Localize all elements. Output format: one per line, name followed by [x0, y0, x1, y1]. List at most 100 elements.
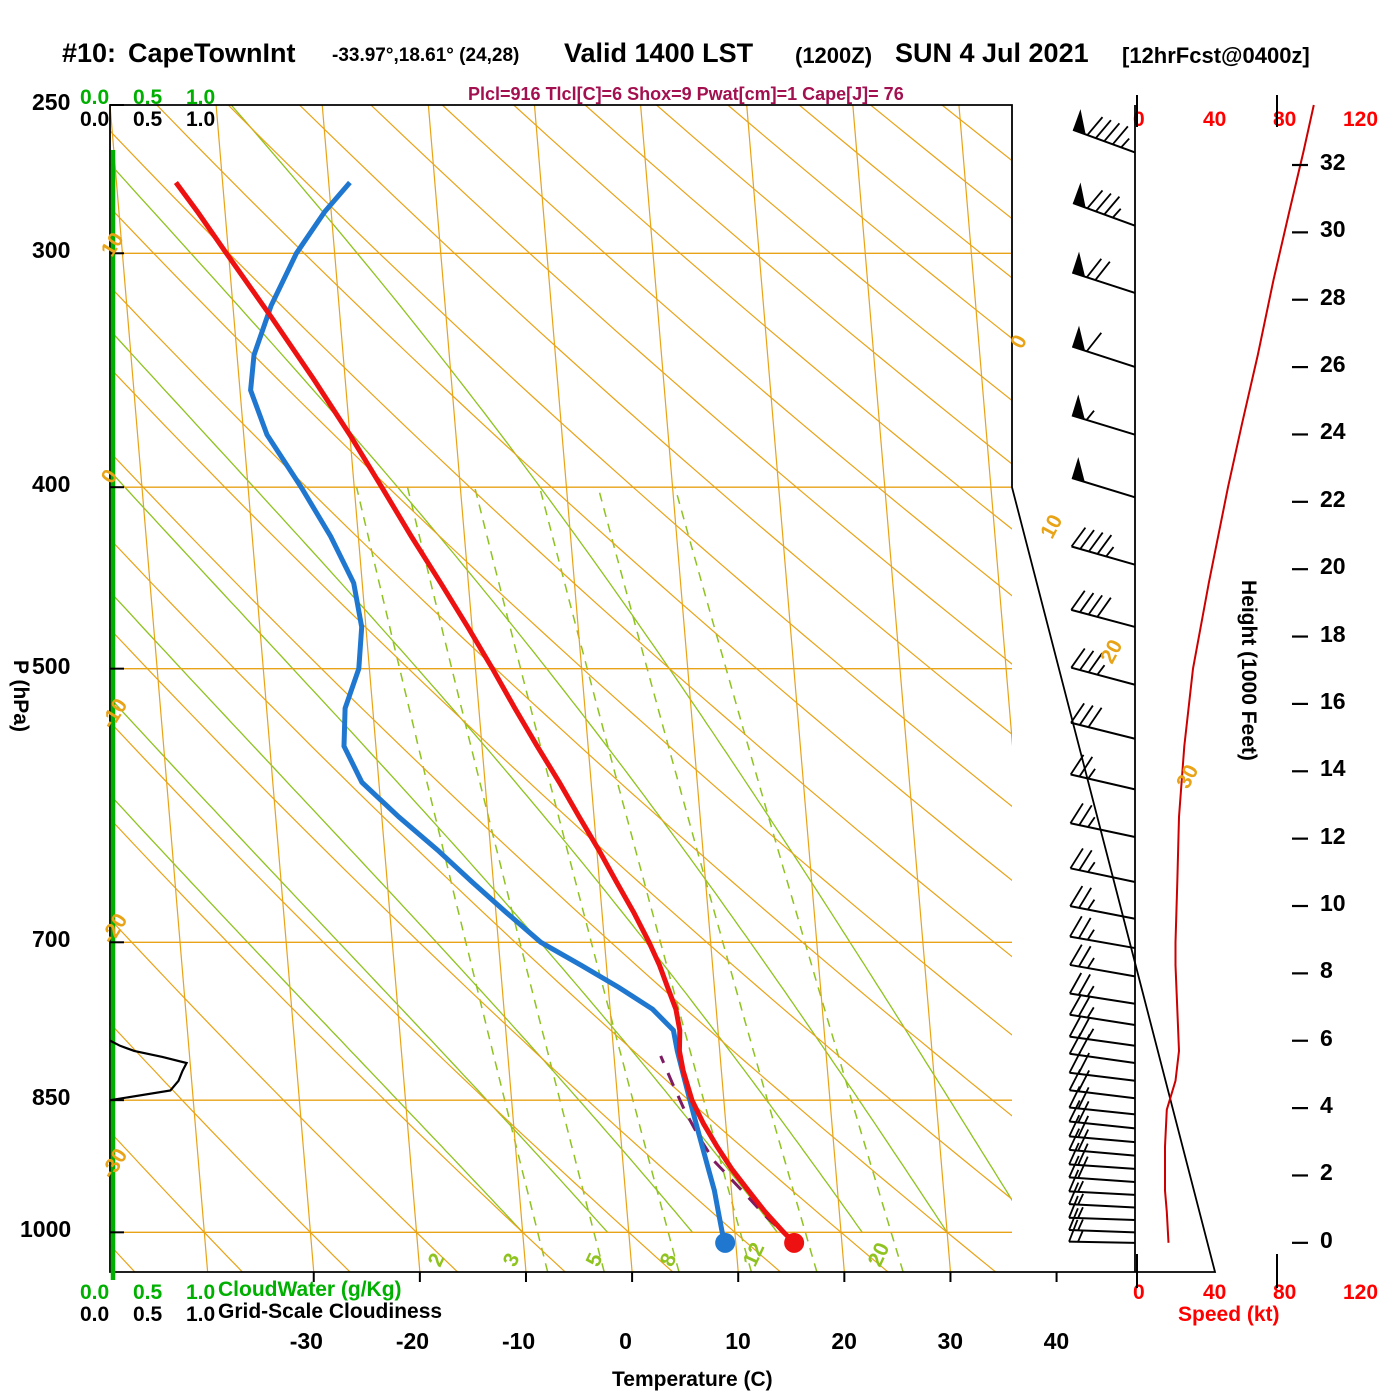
barb-half [1077, 1193, 1084, 1205]
isotherm-60 [1171, 105, 1269, 1272]
mixing-ratio-20 [674, 486, 904, 1272]
barb-full [1068, 1155, 1080, 1178]
barb-pennant [1072, 109, 1086, 135]
barb-shaft [1071, 345, 1136, 368]
barb-half [1086, 985, 1095, 997]
cloudwater-bot-tick-1: 0.5 [133, 1281, 163, 1304]
temperature-tick-label--20: -20 [395, 1328, 430, 1354]
barb-shaft [1070, 867, 1136, 883]
speed-bot-tick-2: 80 [1273, 1281, 1297, 1304]
wind-barb [1071, 251, 1136, 294]
isotherm-50 [1065, 105, 1163, 1272]
isotherm-0 [533, 105, 633, 1272]
height-tick-label-30: 30 [1320, 216, 1346, 243]
wind-barb [1068, 1032, 1136, 1064]
barb-shaft [1069, 1216, 1136, 1222]
barb-full [1078, 756, 1094, 778]
barb-full [1086, 332, 1102, 352]
temperature-tick-label-20: 20 [831, 1328, 857, 1354]
saturated-adiabat--10 [110, 793, 524, 1233]
height-tick-label-2: 2 [1320, 1159, 1333, 1186]
barb-full [1103, 122, 1121, 142]
mixing-ratio-group [355, 486, 904, 1272]
speed-top-tick-3: 120 [1343, 108, 1379, 131]
isotherm-label-2: 20 [1096, 636, 1127, 667]
saturated-adiabat-22 [110, 329, 863, 1233]
dry-adiabat-10 [110, 628, 781, 1272]
barb-shaft [1069, 1203, 1136, 1209]
wind-barb [1068, 1128, 1136, 1157]
height-tick-label-14: 14 [1320, 755, 1346, 782]
cloudiness-top-tick-0: 0.0 [80, 108, 110, 131]
mixing-ratio-2 [355, 487, 549, 1272]
cloudiness-top-tick-1: 0.5 [133, 108, 163, 131]
height-tick-label-0: 0 [1320, 1226, 1333, 1253]
isotherm--20 [321, 105, 421, 1272]
windspeed-profile-curve [1164, 104, 1315, 1243]
barb-half [1077, 1230, 1084, 1243]
temperature-tick-label-40: 40 [1043, 1328, 1070, 1354]
dry-adiabat--40 [110, 1130, 243, 1272]
dry-adiabat-150 [656, 105, 1012, 402]
barb-full [1087, 652, 1103, 673]
barb-pennant [1071, 456, 1085, 482]
barb-shaft [1069, 1176, 1136, 1184]
isotherm-20 [746, 105, 845, 1272]
dry-adiabat-170 [798, 105, 1012, 279]
wind-barb [1071, 394, 1136, 436]
barb-full [1078, 849, 1093, 871]
barb-full [1078, 804, 1093, 826]
barb-pennant [1072, 251, 1086, 277]
barb-full [1069, 847, 1084, 869]
barb-half [1085, 410, 1095, 421]
barb-full [1069, 885, 1084, 907]
dry-adiabat-30 [110, 451, 997, 1272]
dry-adiabat-80 [156, 105, 1012, 882]
barb-shaft [1070, 721, 1136, 740]
barb-full [1077, 973, 1091, 996]
height-tick-label-22: 22 [1320, 485, 1346, 512]
skewt-frame [109, 104, 1217, 1273]
barb-full [1068, 1128, 1081, 1151]
barb-shaft [1069, 1089, 1136, 1100]
barb-full [1068, 1219, 1079, 1243]
barb-full [1077, 1087, 1090, 1109]
speed-bot-tick-3: 120 [1343, 1281, 1379, 1304]
barb-shaft [1069, 1229, 1136, 1234]
wind-barb [1070, 648, 1136, 686]
barb-half [1087, 861, 1096, 873]
barb-full [1077, 1115, 1090, 1138]
temperature-tick-label-0: 0 [619, 1328, 632, 1354]
saturated-adiabat--2 [110, 697, 609, 1233]
barb-full [1086, 116, 1104, 136]
wind-barb [1068, 1207, 1136, 1234]
barb-half [1105, 546, 1115, 557]
wind-barb [1068, 1169, 1136, 1196]
isotherm-label-0: 0 [1006, 331, 1032, 352]
barb-half [1120, 137, 1130, 148]
isotherm--40 [110, 105, 209, 1272]
barb-full [1068, 1086, 1081, 1108]
height-tick-label-18: 18 [1320, 620, 1346, 647]
barb-shaft [1072, 128, 1136, 154]
barb-full [1086, 189, 1104, 209]
pressure-tick-label-850: 850 [32, 1084, 71, 1111]
cloudiness-top-tick-2: 1.0 [186, 108, 216, 131]
height-tick-label-8: 8 [1320, 957, 1333, 984]
wind-barb [1070, 590, 1136, 628]
surface-temperature-marker [784, 1232, 805, 1253]
isotherm-label-1: 10 [1036, 511, 1067, 542]
barb-full [1068, 1114, 1081, 1137]
wind-barb [1068, 1051, 1136, 1082]
dry-adiabat--10 [110, 817, 566, 1272]
height-tick-label-24: 24 [1320, 418, 1346, 445]
barb-full [1068, 1182, 1080, 1205]
dry-adiabat-110 [370, 105, 1012, 665]
barb-shaft [1069, 1190, 1136, 1196]
pressure-tick-label-1000: 1000 [20, 1216, 72, 1243]
dewpoint-curve [248, 180, 728, 1244]
barb-half [1086, 957, 1095, 969]
mixing-ratio-12 [597, 487, 818, 1272]
wind-barb [1070, 702, 1136, 740]
